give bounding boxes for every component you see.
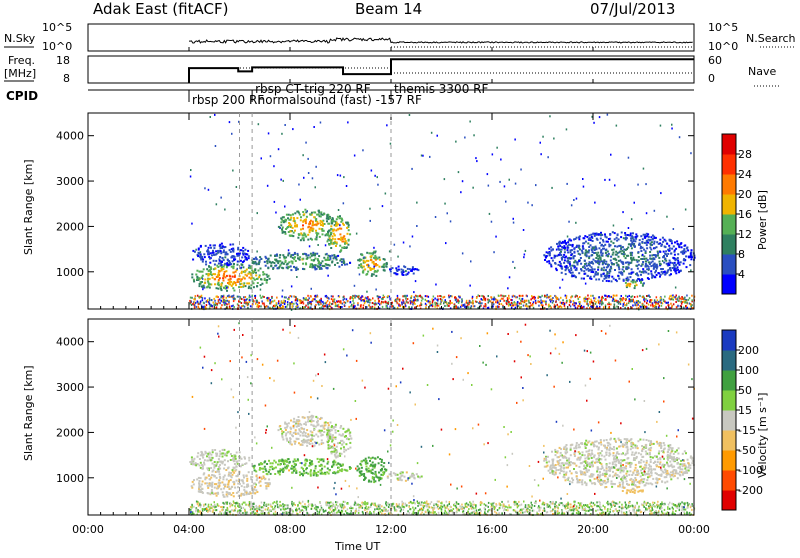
noise-tick-right-bottom: 10^0 — [708, 40, 738, 53]
ytick-label-1-1: 2000 — [56, 426, 84, 439]
vel-scale-label-5: 50 — [738, 384, 752, 397]
noise-sky-line — [189, 38, 693, 43]
power-echo-layer — [189, 114, 695, 311]
vel-scale-swatch-2 — [722, 450, 736, 471]
cpid-label: CPID — [6, 89, 38, 103]
power-scale-label: Power [dB] — [756, 190, 769, 250]
vel-scale-swatch-6 — [722, 370, 736, 391]
ytick-label-0-1: 2000 — [56, 220, 84, 233]
vel-scale-swatch-3 — [722, 430, 736, 451]
ytick-label-1-0: 1000 — [56, 472, 84, 485]
velocity-echo-layer — [189, 322, 695, 516]
velocity-region-F — [252, 458, 352, 477]
nave-line — [189, 68, 694, 73]
xtick-label-0: 00:00 — [72, 523, 104, 536]
axes-ticks: 00:00 04:00 08:00 12:00 16:00 20:00 00:00 1000 2… — [56, 47, 710, 536]
power-scale-swatch-0 — [722, 274, 736, 295]
power-region-A — [191, 263, 270, 292]
power-scale-label-5: 24 — [738, 168, 752, 181]
cpid-label-3: themis 3300 RF — [394, 82, 488, 96]
power-scale-label-4: 20 — [738, 188, 752, 201]
nave-tick-top: 60 — [708, 54, 722, 67]
frequency-step-line — [189, 59, 694, 83]
vel-scale-label-2: -50 — [738, 444, 756, 457]
freq-label-line1: Freq. — [8, 54, 35, 67]
power-scale-label-3: 16 — [738, 208, 752, 221]
power-yaxis-label: Slant Range [km] — [22, 159, 35, 255]
vel-scale-label-7: 200 — [738, 344, 759, 357]
power-scale-swatch-3 — [722, 214, 736, 235]
xtick-label-3: 12:00 — [375, 523, 407, 536]
nave-label: Nave — [748, 65, 776, 78]
vel-scale-label-6: 100 — [738, 364, 759, 377]
power-region-E — [357, 251, 388, 277]
velocity-region-B — [189, 449, 250, 473]
vel-scale-swatch-4 — [722, 410, 736, 431]
frequency-trace — [189, 59, 694, 83]
power-region-F — [251, 252, 351, 271]
freq-tick-top: 18 — [56, 54, 70, 67]
power-region-G — [389, 265, 419, 276]
vel-scale-label-0: -200 — [738, 484, 763, 497]
noise-tick-right-top: 10^5 — [708, 21, 738, 34]
date-title: 07/Jul/2013 — [590, 0, 675, 18]
ytick-label-1-3: 4000 — [56, 336, 84, 349]
nsearch-label: N.Search — [746, 32, 796, 45]
vel-scale-swatch-7 — [722, 350, 736, 371]
velocity-scale-label: Velocity [m s⁻¹] — [756, 393, 769, 478]
velocity-region-I — [622, 486, 644, 494]
power-near-range-echoes — [189, 114, 695, 311]
power-scale-swatch-1 — [722, 254, 736, 275]
xtick-label-2: 08:00 — [274, 523, 306, 536]
velocity-region-G — [387, 471, 423, 482]
power-scale-label-6: 28 — [738, 148, 752, 161]
cpid-label-0: rbsp 200 RF — [192, 93, 264, 107]
ytick-label-1-2: 3000 — [56, 381, 84, 394]
vel-scale-label-3: -15 — [738, 424, 756, 437]
noise-tick-left-top: 10^5 — [42, 21, 72, 34]
nave-tick-bottom: 0 — [708, 72, 715, 85]
xtick-label-1: 04:00 — [173, 523, 205, 536]
power-scale-swatch-7 — [722, 134, 736, 155]
velocity-region-E — [356, 456, 387, 483]
ytick-label-0-3: 4000 — [56, 130, 84, 143]
freq-tick-bottom: 8 — [63, 72, 70, 85]
xtick-label-5: 20:00 — [577, 523, 609, 536]
velocity-yaxis-label: Slant Range [km] — [22, 365, 35, 461]
velocity-region-H — [543, 438, 695, 489]
power-scale-swatch-6 — [722, 154, 736, 175]
power-scale-label-0: 4 — [738, 268, 745, 281]
xtick-label-4: 16:00 — [476, 523, 508, 536]
velocity-region-D — [326, 424, 352, 459]
velocity-region-A — [191, 469, 271, 498]
ytick-label-0-0: 1000 — [56, 266, 84, 279]
power-region-B — [192, 243, 250, 267]
power-scale-swatch-4 — [722, 194, 736, 215]
power-scale-swatch-5 — [722, 174, 736, 195]
xaxis-label: Time UT — [334, 540, 380, 553]
noise-trace — [189, 38, 694, 47]
vel-scale-swatch-8 — [722, 330, 736, 351]
power-scale-swatch-2 — [722, 234, 736, 255]
ytick-label-0-2: 3000 — [56, 175, 84, 188]
vel-scale-swatch-5 — [722, 390, 736, 411]
vel-scale-label-4: 15 — [738, 404, 752, 417]
vel-scale-swatch-0 — [722, 490, 736, 511]
power-scale-label-1: 8 — [738, 248, 745, 261]
freq-label-line2: [MHz] — [4, 67, 36, 80]
xtick-label-6: 00:00 — [678, 523, 710, 536]
station-title: Adak East (fitACF) — [93, 0, 228, 18]
beam-title: Beam 14 — [355, 0, 422, 18]
noise-tick-left-bottom: 10^0 — [42, 40, 72, 53]
power-scale-label-2: 12 — [738, 228, 752, 241]
nsky-label: N.Sky — [4, 32, 36, 45]
vel-scale-swatch-1 — [722, 470, 736, 491]
power-colorbar: 4 8 12 16 20 24 28 — [722, 134, 752, 295]
power-region-H — [543, 231, 695, 282]
